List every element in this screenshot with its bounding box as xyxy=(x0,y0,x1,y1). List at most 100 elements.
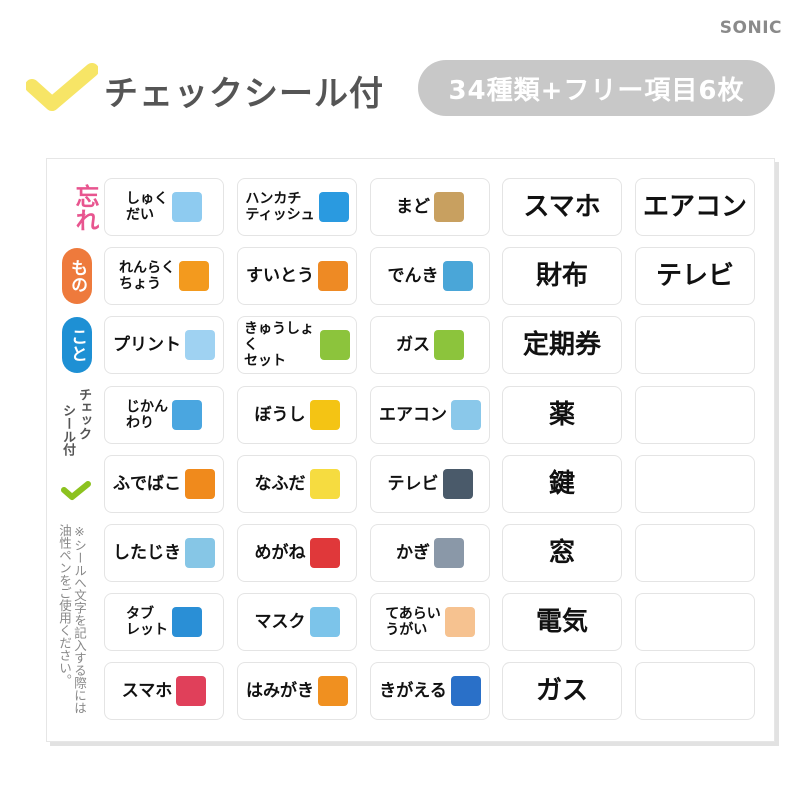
pencil-board-icon xyxy=(185,538,215,568)
sticker-label: てあらい うがい xyxy=(385,606,441,638)
sticker-label: スマホ xyxy=(523,191,601,222)
sticker-label: テレビ xyxy=(387,473,439,494)
hand-wash-icon xyxy=(444,607,475,637)
sticker-label: 電気 xyxy=(535,606,588,637)
sticker: でんき xyxy=(370,247,490,305)
pot-icon xyxy=(434,330,464,360)
name-tag-icon xyxy=(309,469,340,499)
label-wasure: 忘れ xyxy=(71,184,99,232)
key-icon xyxy=(434,538,464,568)
sticker-label: 定期券 xyxy=(522,329,601,360)
sticker-blank xyxy=(635,593,755,651)
sticker: なふだ xyxy=(237,455,357,513)
sticker-label: テレビ xyxy=(655,260,734,291)
pencil-case-icon xyxy=(185,469,215,499)
sticker: ガス xyxy=(502,662,622,720)
sticker: 薬 xyxy=(502,386,622,444)
sticker: したじき xyxy=(104,524,224,582)
sticker-blank xyxy=(635,455,755,513)
mask-icon xyxy=(309,607,340,637)
sticker: テレビ xyxy=(635,247,755,305)
check-icon xyxy=(26,63,98,111)
sticker-label: 財布 xyxy=(535,260,588,291)
smartphone-icon xyxy=(176,676,207,706)
paper-icon xyxy=(185,330,215,360)
sticker: まど xyxy=(370,178,490,236)
sticker-label: なふだ xyxy=(254,473,306,494)
label-koto: こと xyxy=(62,317,92,373)
sticker: マスク xyxy=(237,593,357,651)
sticker-label: かぎ xyxy=(396,542,430,563)
notebook-icon xyxy=(179,261,209,291)
sticker-blank xyxy=(635,662,755,720)
sticker-label: ガス xyxy=(396,334,430,355)
timetable-icon xyxy=(172,400,202,430)
sticker-blank xyxy=(635,316,755,374)
sticker: かぎ xyxy=(370,524,490,582)
sticker: 財布 xyxy=(502,247,622,305)
sticker: きがえる xyxy=(370,662,490,720)
sticker: ガス xyxy=(370,316,490,374)
glasses-icon xyxy=(309,538,340,568)
toothbrush-icon xyxy=(318,676,348,706)
sticker-label: エアコン xyxy=(379,404,447,425)
sticker-label: しゅく だい xyxy=(126,191,168,223)
sticker: 鍵 xyxy=(502,455,622,513)
tablet-icon xyxy=(172,607,202,637)
green-check-icon xyxy=(61,481,91,500)
sticker: めがね xyxy=(237,524,357,582)
brand-logo: SONIC xyxy=(719,18,782,38)
sticker: きゅうしょく セット xyxy=(237,316,357,374)
window-icon xyxy=(434,192,464,222)
lamp-icon xyxy=(442,261,473,291)
sticker-label: ふでばこ xyxy=(113,473,181,494)
sticker: てあらい うがい xyxy=(370,593,490,651)
sticker-label: 鍵 xyxy=(548,468,575,499)
shirt-icon xyxy=(450,676,481,706)
sticker-label: 窓 xyxy=(548,537,575,568)
handkerchief-icon xyxy=(318,192,349,222)
sticker: じかん わり xyxy=(104,386,224,444)
sticker: スマホ xyxy=(104,662,224,720)
sticker-label: はみがき xyxy=(246,680,314,701)
sticker-label: れんらく ちょう xyxy=(119,260,175,292)
sticker: エアコン xyxy=(635,178,755,236)
page-title: チェックシール付 xyxy=(104,74,384,114)
sticker: タブ レット xyxy=(104,593,224,651)
sticker: れんらく ちょう xyxy=(104,247,224,305)
book-icon xyxy=(172,192,202,222)
water-bottle-icon xyxy=(318,261,348,291)
sticker-label: きがえる xyxy=(379,680,447,701)
air-conditioner-icon xyxy=(451,400,481,430)
sticker-label: スマホ xyxy=(121,680,173,701)
sticker-label: めがね xyxy=(254,542,306,563)
sticker: 定期券 xyxy=(502,316,622,374)
sticker-label: マスク xyxy=(254,611,306,632)
sticker: ぼうし xyxy=(237,386,357,444)
sticker-blank xyxy=(635,524,755,582)
sticker: すいとう xyxy=(237,247,357,305)
sticker: しゅく だい xyxy=(104,178,224,236)
tv-icon xyxy=(442,469,473,499)
sticker-label: プリント xyxy=(113,334,181,355)
sticker: はみがき xyxy=(237,662,357,720)
sticker-label: したじき xyxy=(113,542,181,563)
sticker-label: エアコン xyxy=(642,191,747,222)
sticker: エアコン xyxy=(370,386,490,444)
sticker-label: すいとう xyxy=(246,265,314,286)
sticker: テレビ xyxy=(370,455,490,513)
sticker: 窓 xyxy=(502,524,622,582)
sticker-label: きゅうしょく セット xyxy=(244,321,314,369)
count-badge: 34種類+フリー項目6枚 xyxy=(418,60,775,116)
sticker: 電気 xyxy=(502,593,622,651)
check-label-2: シール付 xyxy=(60,404,75,456)
sticker-label: でんき xyxy=(387,265,439,286)
sticker-label: 薬 xyxy=(548,399,575,430)
sticker-label: ぼうし xyxy=(254,404,306,425)
sticker: ふでばこ xyxy=(104,455,224,513)
check-label-1: チェック xyxy=(76,388,91,440)
sticker-label: タブ レット xyxy=(126,606,168,638)
sticker-sheet xyxy=(46,158,775,742)
sticker: ハンカチ ティッシュ xyxy=(237,178,357,236)
sticker-label: ガス xyxy=(535,675,588,706)
